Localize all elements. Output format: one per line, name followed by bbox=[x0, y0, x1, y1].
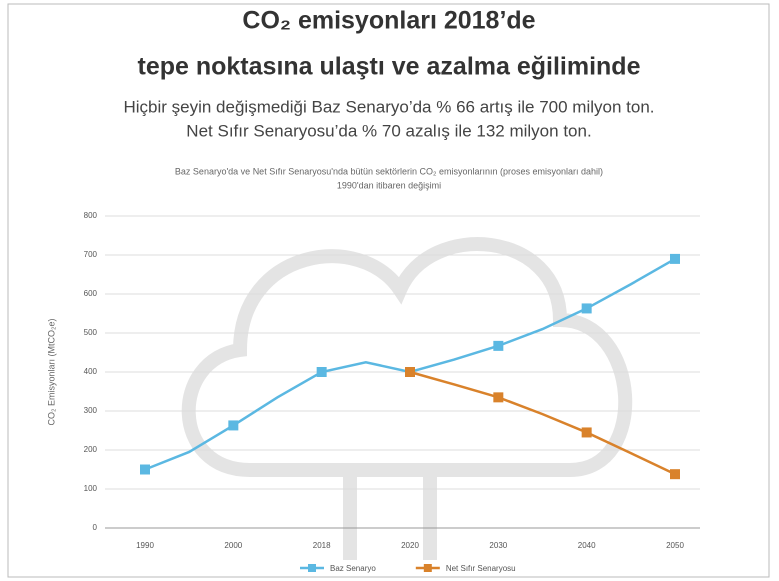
x-tick-label: 2000 bbox=[224, 541, 242, 550]
legend-swatch bbox=[424, 564, 432, 572]
subtitle: Hiçbir şeyin değişmediği Baz Senaryo’da … bbox=[123, 97, 654, 116]
point-marker bbox=[670, 254, 680, 264]
legend-label: Net Sıfır Senaryosu bbox=[446, 564, 516, 573]
x-tick-label: 2030 bbox=[489, 541, 507, 550]
x-tick-label: 2018 bbox=[313, 541, 331, 550]
y-tick-label: 500 bbox=[84, 328, 98, 337]
legend-label: Baz Senaryo bbox=[330, 564, 376, 573]
y-tick-label: 700 bbox=[84, 250, 98, 259]
point-marker bbox=[493, 392, 503, 402]
title: CO₂ emisyonları 2018’de bbox=[242, 7, 535, 35]
chart-title: Baz Senaryo'da ve Net Sıfır Senaryosu'nd… bbox=[175, 166, 603, 176]
point-marker bbox=[228, 420, 238, 430]
chart: CO₂ emisyonları 2018’de tepe noktasına u… bbox=[0, 0, 779, 581]
frame bbox=[8, 4, 769, 577]
y-tick-label: 300 bbox=[84, 406, 98, 415]
y-tick-label: 800 bbox=[84, 211, 98, 220]
page: CO₂ emisyonları 2018’de tepe noktasına u… bbox=[0, 0, 779, 581]
y-tick-label: 600 bbox=[84, 289, 98, 298]
point-marker bbox=[140, 465, 150, 475]
legend-swatch bbox=[308, 564, 316, 572]
y-tick-label: 200 bbox=[84, 445, 98, 454]
point-marker bbox=[493, 341, 503, 351]
x-tick-label: 2040 bbox=[578, 541, 596, 550]
chart-title: 1990'dan itibaren değişimi bbox=[337, 180, 441, 190]
subtitle: Net Sıfır Senaryosu’da % 70 azalış ile 1… bbox=[186, 121, 591, 140]
x-tick-label: 2020 bbox=[401, 541, 419, 550]
title: tepe noktasına ulaştı ve azalma eğilimin… bbox=[138, 53, 641, 81]
y-tick-label: 0 bbox=[93, 523, 98, 532]
y-axis-label: CO₂ Emisyonları (MtCO₂e) bbox=[46, 318, 56, 425]
x-tick-label: 2050 bbox=[666, 541, 684, 550]
point-marker bbox=[582, 303, 592, 313]
x-tick-label: 1990 bbox=[136, 541, 154, 550]
point-marker bbox=[582, 427, 592, 437]
point-marker bbox=[670, 469, 680, 479]
point-marker bbox=[405, 367, 415, 377]
y-tick-label: 400 bbox=[84, 367, 98, 376]
y-tick-label: 100 bbox=[84, 484, 98, 493]
point-marker bbox=[317, 367, 327, 377]
